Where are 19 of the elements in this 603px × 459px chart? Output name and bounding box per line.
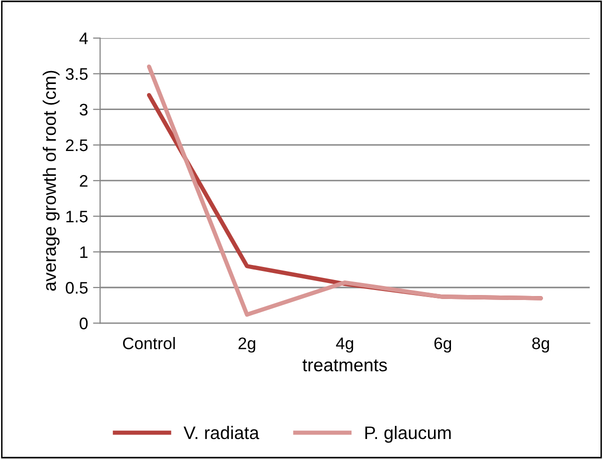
x-tick-label: Control [123,337,175,350]
line-series [146,64,543,317]
y-tick-label: 3.5 [66,68,88,80]
x-tick-label: 6g [434,337,452,353]
x-tick-label: 8g [532,337,549,353]
x-axis-title: treatments [302,360,387,372]
y-tick-label: 2 [80,175,88,187]
y-tick-label: 1.5 [66,210,88,222]
y-tick-label: 3 [80,104,88,116]
y-tick-label: 1 [80,246,88,258]
x-tick-label: 2g [238,337,256,353]
y-tick-label: 2.5 [66,139,88,152]
y-axis-title: average growth of root (cm) [42,70,60,291]
legend-label: P. glaucum [365,426,451,443]
y-tick-label: 0 [80,318,88,330]
legend-label: V. radiata [184,426,260,440]
y-tick-label: 0.5 [66,282,88,294]
y-tick-label: 4 [79,32,88,44]
x-tick-label: 4g [336,338,354,353]
